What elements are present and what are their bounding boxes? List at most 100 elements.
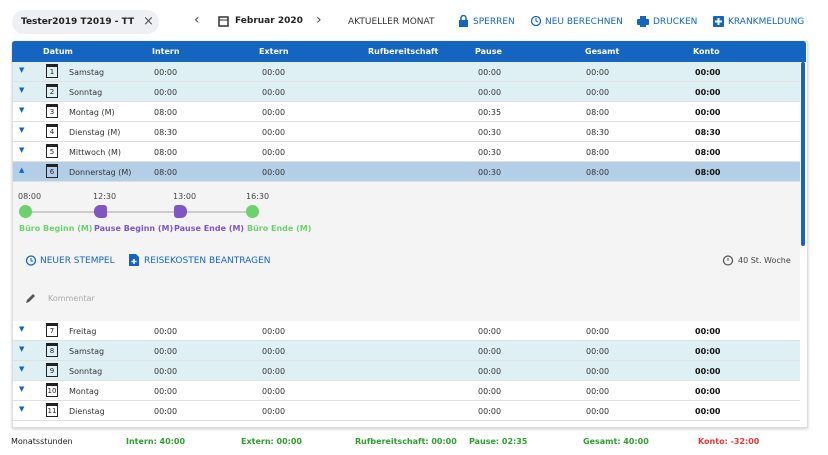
time-cell: 00:00 [262, 168, 286, 177]
weekday: Montag [69, 387, 99, 396]
sick-btn[interactable]: KRANKMELDUNG [728, 17, 805, 27]
expand-arrow[interactable]: ▼ [19, 325, 25, 333]
user-name: Tester2019 T2019 - TT [21, 17, 135, 27]
table-row[interactable] [13, 122, 800, 142]
time-cell: 00:00 [586, 68, 610, 77]
summary-label: Monatsstunden [11, 437, 73, 446]
stamp-time: 16:30 [246, 192, 270, 201]
table-row[interactable] [13, 162, 800, 182]
expand-arrow[interactable]: ▲ [19, 166, 25, 174]
calendar-icon: 2 [46, 84, 58, 98]
weekday: Mittwoch (M) [69, 148, 121, 157]
expand-arrow[interactable]: ▼ [19, 86, 25, 94]
current-month-btn[interactable]: AKTUELLER MONAT [348, 17, 435, 27]
week-hours: 40 St. Woche [738, 256, 791, 265]
expand-arrow[interactable]: ▼ [19, 385, 25, 393]
table-row[interactable] [13, 341, 800, 361]
column-header: Extern [259, 47, 289, 56]
table-row[interactable] [13, 361, 800, 381]
expand-arrow[interactable]: ▼ [19, 345, 25, 353]
print-icon [637, 16, 649, 27]
expand-arrow[interactable]: ▼ [19, 146, 25, 154]
edit-icon [26, 294, 35, 303]
comment-input[interactable]: Kommentar [48, 294, 95, 303]
stamp-label: Büro Beginn (M) [19, 224, 93, 233]
summary-extern: Extern: 00:00 [241, 437, 302, 446]
time-cell: 00:00 [262, 347, 286, 356]
summary-intern: Intern: 40:00 [126, 437, 186, 446]
time-cell: 00:00 [154, 347, 178, 356]
table-row[interactable] [13, 82, 800, 102]
week-icon [722, 255, 734, 266]
time-cell: 08:00 [154, 168, 178, 177]
table-row[interactable] [13, 401, 800, 421]
stamp-dot[interactable] [19, 205, 32, 218]
konto-cell: 08:30 [695, 128, 721, 137]
expand-arrow[interactable]: ▼ [19, 66, 25, 74]
table-row[interactable] [13, 381, 800, 401]
stamp-dot[interactable] [246, 205, 259, 218]
stamp-icon [25, 255, 37, 266]
konto-cell: 08:00 [695, 148, 721, 157]
weekday: Samstag [69, 347, 105, 356]
calendar-icon: 11 [46, 403, 58, 417]
time-cell: 00:00 [586, 347, 610, 356]
time-cell: 00:30 [478, 168, 502, 177]
stamp-label: Büro Ende (M) [247, 224, 312, 233]
time-cell: 00:00 [586, 88, 610, 97]
column-header: Konto [693, 47, 720, 56]
time-cell: 00:00 [262, 68, 286, 77]
timeline-line [25, 211, 252, 213]
time-cell: 00:00 [586, 407, 610, 416]
scrollbar[interactable] [801, 62, 805, 246]
stamp-dot[interactable] [94, 205, 107, 218]
column-header: Rufbereitschaft [368, 47, 439, 56]
expand-arrow[interactable]: ▼ [19, 106, 25, 114]
time-cell: 00:00 [262, 327, 286, 336]
expand-arrow[interactable]: ▼ [19, 365, 25, 373]
summary-konto: Konto: -32:00 [698, 437, 760, 446]
user-chip[interactable] [12, 10, 159, 34]
table-row[interactable] [13, 102, 800, 122]
time-cell: 00:00 [586, 327, 610, 336]
stamp-dot[interactable] [174, 205, 187, 218]
konto-cell: 08:00 [695, 168, 721, 177]
table-row[interactable] [13, 321, 800, 341]
table-header [12, 41, 806, 62]
time-cell: 00:00 [154, 407, 178, 416]
next-month[interactable]: › [316, 12, 322, 28]
calendar-icon: 4 [46, 124, 58, 138]
time-cell: 00:30 [478, 148, 502, 157]
new-stamp-btn[interactable]: NEUER STEMPEL [40, 256, 115, 266]
prev-month[interactable]: ‹ [194, 12, 200, 28]
konto-cell: 00:00 [695, 367, 721, 376]
recalc-btn[interactable]: NEU BERECHNEN [545, 17, 623, 27]
stamp-label: Pause Beginn (M) [94, 224, 174, 233]
calendar-icon [218, 16, 229, 27]
calendar-icon: 8 [46, 343, 58, 357]
weekday: Montag (M) [69, 108, 115, 117]
time-cell: 00:00 [262, 128, 286, 137]
expand-arrow[interactable]: ▼ [19, 405, 25, 413]
time-cell: 00:00 [478, 88, 502, 97]
table-row[interactable] [13, 142, 800, 162]
table-row[interactable] [13, 62, 800, 82]
calendar-icon: 9 [46, 363, 58, 377]
calendar-icon: 5 [46, 144, 58, 158]
konto-cell: 00:00 [695, 387, 721, 396]
detail-panel [13, 182, 800, 321]
time-cell: 00:00 [262, 148, 286, 157]
expand-arrow[interactable]: ▼ [19, 126, 25, 134]
stamp-time: 13:00 [173, 192, 197, 201]
time-cell: 08:00 [586, 148, 610, 157]
print-btn[interactable]: DRUCKEN [653, 17, 698, 27]
close-icon[interactable]: × [143, 14, 154, 29]
weekday: Samstag [69, 68, 105, 77]
time-cell: 00:00 [154, 68, 178, 77]
travel-btn[interactable]: REISEKOSTEN BEANTRAGEN [144, 256, 271, 266]
summary-gesamt: Gesamt: 40:00 [583, 437, 649, 446]
calendar-icon: 10 [46, 383, 58, 397]
lock-btn[interactable]: SPERREN [473, 17, 515, 27]
stamp-label: Pause Ende (M) [174, 224, 245, 233]
konto-cell: 00:00 [695, 327, 721, 336]
